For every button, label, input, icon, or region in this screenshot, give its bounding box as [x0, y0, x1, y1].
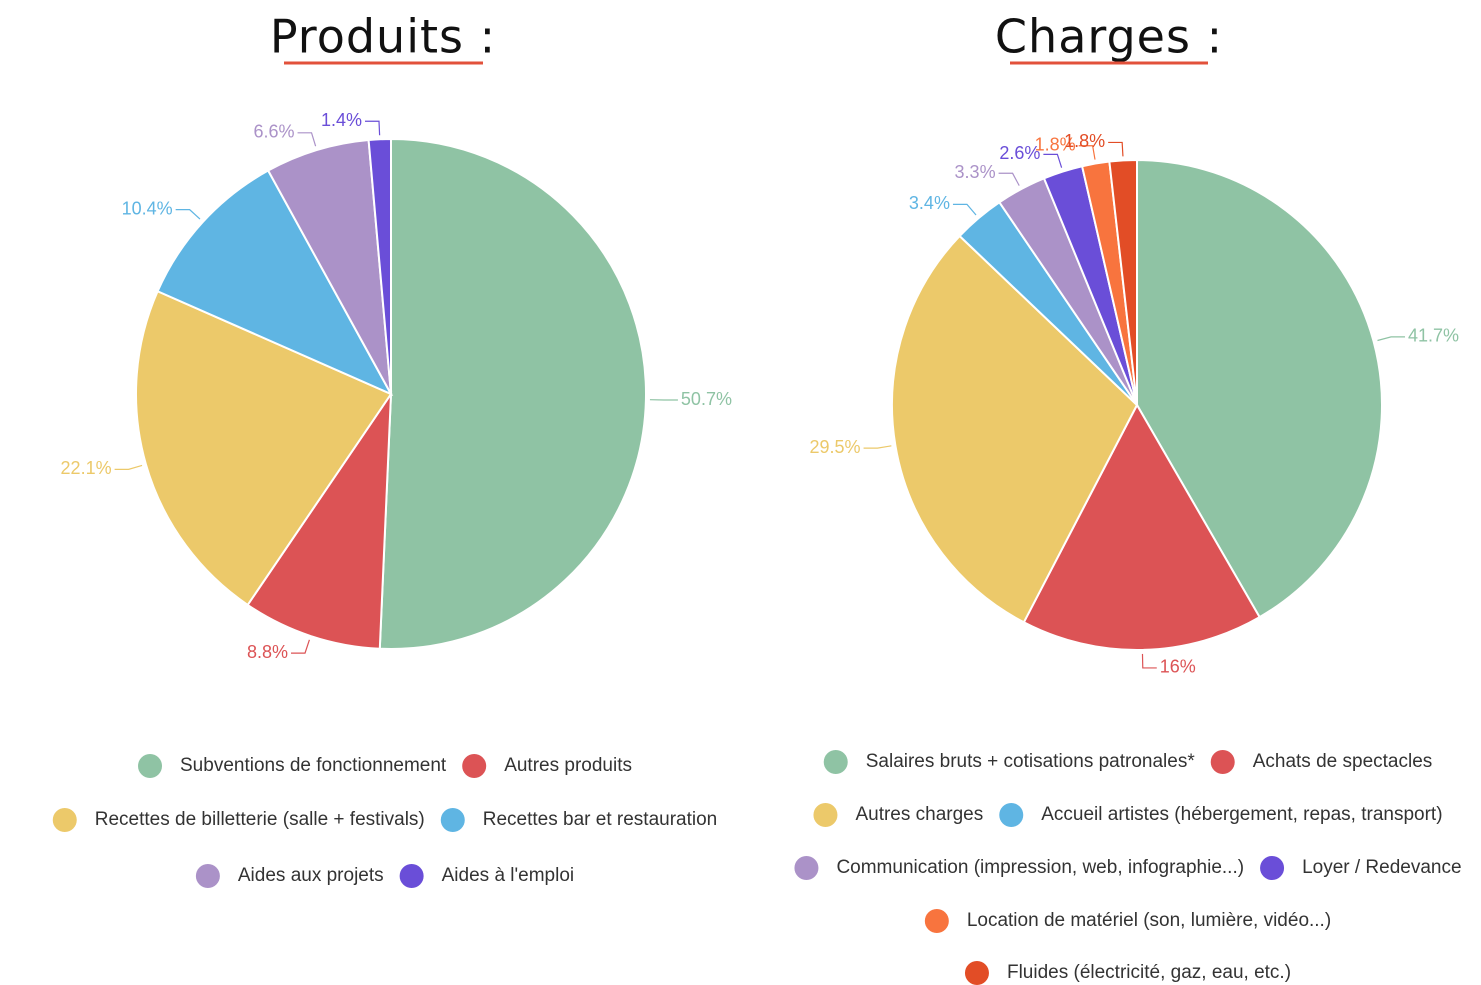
legend-swatch	[52, 808, 77, 832]
legend-label: Autres produits	[504, 755, 632, 776]
legend-swatch	[462, 754, 487, 778]
chart-title: Charges :	[995, 10, 1223, 64]
pie-slice	[378, 137, 647, 650]
leader-line	[1043, 153, 1063, 168]
legend-swatch	[195, 864, 220, 888]
legend-row: Subventions de fonctionnement Autres prod…	[138, 754, 632, 778]
pie-slice	[367, 137, 392, 395]
pie-slice	[1136, 158, 1383, 619]
leader-line	[175, 209, 201, 220]
leader-line	[1141, 653, 1157, 669]
legend-label: Salaires bruts + cotisations patronales*	[866, 751, 1196, 772]
value-label: 2.6%	[999, 143, 1040, 163]
leader-line	[952, 203, 977, 216]
value-label: 29.5%	[810, 437, 861, 457]
legend-label: Aides aux projets	[238, 865, 384, 886]
legend-label: Aides à l'emploi	[442, 865, 574, 886]
leader-line	[1377, 336, 1406, 342]
pie-slice	[246, 390, 393, 650]
value-label: 1.8%	[1035, 135, 1076, 155]
value-label: 10.4%	[122, 198, 173, 218]
legend-swatch	[813, 803, 838, 827]
legend-row: Recettes de billetterie (salle + festiva…	[52, 808, 717, 832]
legend-row: Autres charges Accueil artistes (hébergem…	[813, 803, 1443, 827]
value-label: 1.4%	[321, 110, 362, 130]
legend-row: Salaires bruts + cotisations patronales*…	[823, 750, 1433, 774]
legend-swatch	[399, 864, 424, 888]
value-label: 16%	[1160, 657, 1196, 677]
legend-label: Recettes bar et restauration	[483, 809, 717, 830]
leader-line	[998, 172, 1020, 186]
legend-label: Recettes de billetterie (salle + festiva…	[95, 809, 425, 830]
leader-line	[863, 445, 892, 449]
value-label: 41.7%	[1408, 326, 1459, 346]
leader-line	[297, 132, 317, 147]
value-label: 8.8%	[247, 642, 288, 662]
chart-title: Produits :	[270, 10, 496, 64]
legend-swatch	[999, 803, 1024, 827]
legend-label: Autres charges	[855, 804, 983, 825]
value-label: 3.3%	[955, 162, 996, 182]
legend-swatch	[924, 909, 949, 933]
legend-label: Communication (impression, web, infograp…	[836, 857, 1244, 878]
pie-slice	[891, 234, 1139, 624]
value-label: 1.8%	[1064, 131, 1105, 151]
value-label: 6.6%	[254, 122, 295, 142]
leader-line	[1078, 145, 1096, 160]
leader-line	[364, 120, 381, 136]
pie-slice	[1108, 158, 1138, 406]
pie-slice	[1022, 402, 1261, 651]
leader-line	[1108, 141, 1124, 157]
legend-label: Subventions de fonctionnement	[180, 755, 447, 776]
value-label: 50.7%	[681, 389, 732, 409]
pie-slice	[156, 169, 394, 397]
legend-swatch	[794, 856, 819, 880]
legend-row: Fluides (électricité, gaz, eau, etc.)	[964, 961, 1291, 985]
value-label: 3.4%	[909, 193, 950, 213]
value-label: 22.1%	[61, 458, 112, 478]
legend-label: Fluides (électricité, gaz, eau, etc.)	[1007, 962, 1291, 983]
legend-label: Achats de spectacles	[1253, 751, 1433, 772]
legend-swatch	[440, 808, 465, 832]
legend-row: Location de matériel (son, lumière, vidé…	[924, 909, 1331, 933]
legend-label: Loyer / Redevance	[1302, 857, 1462, 878]
legend-swatch	[964, 961, 989, 985]
leader-line	[291, 639, 310, 654]
legend-swatch	[138, 754, 163, 778]
legend-label: Accueil artistes (hébergement, repas, tr…	[1041, 804, 1442, 825]
legend-swatch	[1260, 856, 1285, 880]
pie-slice	[135, 289, 393, 607]
legend-swatch	[823, 750, 848, 774]
legend-row: Communication (impression, web, infograp…	[794, 856, 1462, 880]
legend-swatch	[1210, 750, 1235, 774]
leader-line	[114, 464, 143, 470]
legend-label: Location de matériel (son, lumière, vidé…	[967, 910, 1331, 931]
legend-row: Aides aux projets Aides à l'emploi	[195, 864, 574, 888]
